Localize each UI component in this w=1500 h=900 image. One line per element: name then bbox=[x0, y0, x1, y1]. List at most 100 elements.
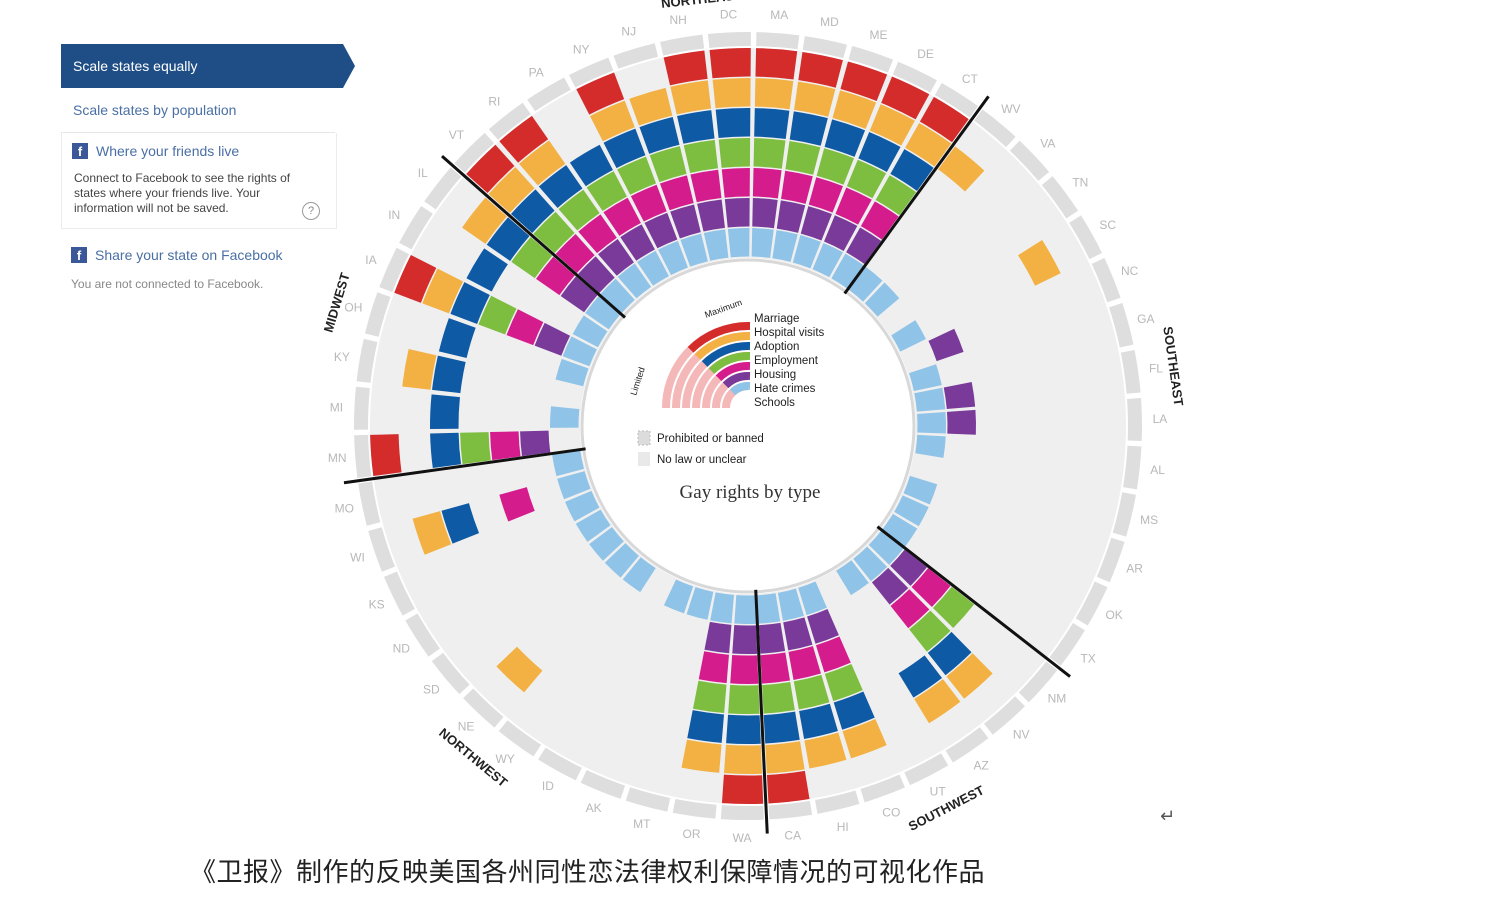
cell-ma-employment[interactable] bbox=[753, 138, 786, 169]
state-label-nd[interactable]: ND bbox=[393, 642, 411, 656]
state-label-ri[interactable]: RI bbox=[488, 94, 500, 108]
state-label-ms[interactable]: MS bbox=[1140, 513, 1158, 527]
cell-vt-employment[interactable] bbox=[533, 211, 575, 253]
state-label-nh[interactable]: NH bbox=[669, 13, 686, 27]
cell-or-adoption[interactable] bbox=[687, 710, 725, 743]
cell-wi-hospital-visits[interactable] bbox=[412, 511, 452, 555]
state-label-tn[interactable]: TN bbox=[1072, 175, 1088, 189]
friends-link[interactable]: f Where your friends live bbox=[62, 143, 336, 159]
state-label-mi[interactable]: MI bbox=[330, 400, 343, 414]
cell-co-employment[interactable] bbox=[824, 664, 863, 702]
scale-states-equally-option[interactable]: Scale states equally bbox=[61, 44, 355, 88]
state-label-ar[interactable]: AR bbox=[1126, 562, 1143, 576]
cell-hi-housing[interactable] bbox=[788, 646, 821, 680]
cell-nm-hate-crimes[interactable] bbox=[890, 549, 927, 586]
cell-md-schools[interactable] bbox=[772, 230, 798, 262]
state-label-co[interactable]: CO bbox=[882, 805, 900, 819]
state-label-la[interactable]: LA bbox=[1153, 412, 1168, 426]
cell-dc-marriage[interactable] bbox=[709, 47, 751, 79]
state-label-ma[interactable]: MA bbox=[770, 8, 788, 22]
state-label-dc[interactable]: DC bbox=[720, 7, 738, 21]
cell-me-marriage[interactable] bbox=[840, 61, 888, 102]
cell-wa-hospital-visits[interactable] bbox=[724, 744, 763, 774]
cell-vt-hospital-visits[interactable] bbox=[488, 167, 535, 213]
cell-in-adoption[interactable] bbox=[466, 248, 508, 292]
cell-nv-employment[interactable] bbox=[909, 610, 951, 652]
state-label-wv[interactable]: WV bbox=[1001, 102, 1020, 116]
cell-nm-schools[interactable] bbox=[868, 531, 904, 565]
cell-pa-housing[interactable] bbox=[603, 197, 641, 236]
cell-la-hate-crimes[interactable] bbox=[946, 409, 977, 435]
cell-mo-schools[interactable] bbox=[552, 450, 585, 477]
cell-sc-schools[interactable] bbox=[891, 320, 926, 352]
cell-vt-adoption[interactable] bbox=[510, 189, 555, 233]
cell-il-adoption[interactable] bbox=[486, 217, 530, 261]
cell-mn-adoption[interactable] bbox=[430, 432, 462, 469]
cell-ga-schools[interactable] bbox=[909, 364, 942, 391]
cell-md-adoption[interactable] bbox=[789, 111, 828, 146]
cell-dc-employment[interactable] bbox=[718, 138, 751, 168]
state-label-oh[interactable]: OH bbox=[344, 301, 362, 315]
cell-co-adoption[interactable] bbox=[833, 691, 875, 730]
state-label-fl[interactable]: FL bbox=[1149, 362, 1163, 376]
cell-nh-hospital-visits[interactable] bbox=[670, 80, 712, 115]
state-label-sc[interactable]: SC bbox=[1099, 218, 1116, 232]
state-label-wi[interactable]: WI bbox=[350, 550, 365, 564]
cell-nh-schools[interactable] bbox=[703, 229, 729, 261]
cell-pa-adoption[interactable] bbox=[569, 144, 613, 187]
cell-hi-hospital-visits[interactable] bbox=[804, 732, 847, 769]
state-label-nm[interactable]: NM bbox=[1048, 692, 1067, 706]
cell-md-housing[interactable] bbox=[781, 170, 813, 204]
cell-ar-schools[interactable] bbox=[903, 475, 938, 505]
cell-de-hospital-visits[interactable] bbox=[869, 104, 915, 146]
cell-md-hospital-visits[interactable] bbox=[794, 81, 836, 117]
state-label-ne[interactable]: NE bbox=[458, 719, 475, 733]
cell-il-schools[interactable] bbox=[585, 296, 621, 330]
cell-pa-employment[interactable] bbox=[586, 171, 627, 212]
state-label-ky[interactable]: KY bbox=[334, 350, 350, 364]
cell-hi-adoption[interactable] bbox=[799, 703, 838, 740]
cell-mn-hate-crimes[interactable] bbox=[520, 430, 551, 457]
cell-ia-schools[interactable] bbox=[562, 336, 597, 367]
state-label-nv[interactable]: NV bbox=[1013, 727, 1030, 741]
cell-ia-hospital-visits[interactable] bbox=[422, 268, 464, 314]
state-label-md[interactable]: MD bbox=[820, 15, 839, 29]
state-label-ca[interactable]: CA bbox=[784, 829, 801, 843]
cell-me-adoption[interactable] bbox=[824, 119, 866, 157]
state-label-in[interactable]: IN bbox=[388, 208, 400, 222]
cell-wa-adoption[interactable] bbox=[726, 714, 761, 744]
cell-co-hospital-visits[interactable] bbox=[842, 719, 887, 759]
state-label-ga[interactable]: GA bbox=[1137, 312, 1154, 326]
state-label-ok[interactable]: OK bbox=[1105, 608, 1122, 622]
cell-hi-schools[interactable] bbox=[777, 588, 804, 621]
cell-co-housing[interactable] bbox=[815, 636, 851, 673]
cell-ma-hospital-visits[interactable] bbox=[754, 78, 794, 110]
state-label-il[interactable]: IL bbox=[418, 166, 428, 180]
cell-nv-housing[interactable] bbox=[890, 589, 930, 629]
cell-co-schools[interactable] bbox=[798, 581, 827, 616]
state-label-al[interactable]: AL bbox=[1150, 463, 1165, 477]
cell-ny-adoption[interactable] bbox=[603, 128, 646, 169]
cell-mn-employment[interactable] bbox=[460, 432, 491, 465]
cell-hi-hate-crimes[interactable] bbox=[783, 617, 813, 651]
cell-nv-schools[interactable] bbox=[853, 546, 888, 582]
cell-wy-schools[interactable] bbox=[622, 557, 656, 593]
cell-vt-marriage[interactable] bbox=[466, 144, 515, 193]
cell-nj-housing[interactable] bbox=[659, 175, 694, 211]
cell-or-hospital-visits[interactable] bbox=[681, 739, 722, 773]
cell-ny-housing[interactable] bbox=[630, 184, 667, 222]
cell-az-adoption[interactable] bbox=[898, 655, 943, 698]
cell-de-employment[interactable] bbox=[846, 159, 887, 199]
cell-de-adoption[interactable] bbox=[858, 131, 901, 172]
cell-dc-hospital-visits[interactable] bbox=[712, 77, 751, 109]
cell-ri-marriage[interactable] bbox=[499, 115, 549, 163]
cell-ri-adoption[interactable] bbox=[538, 165, 583, 208]
cell-me-hospital-visits[interactable] bbox=[832, 90, 877, 129]
state-label-me[interactable]: ME bbox=[870, 28, 888, 42]
state-label-wy[interactable]: WY bbox=[495, 752, 514, 766]
state-label-ia[interactable]: IA bbox=[365, 253, 376, 267]
cell-sd-schools[interactable] bbox=[589, 527, 624, 561]
cell-de-hate-crimes[interactable] bbox=[824, 215, 858, 251]
cell-wv-hospital-visits[interactable] bbox=[938, 146, 985, 192]
state-label-ut[interactable]: UT bbox=[930, 785, 947, 799]
